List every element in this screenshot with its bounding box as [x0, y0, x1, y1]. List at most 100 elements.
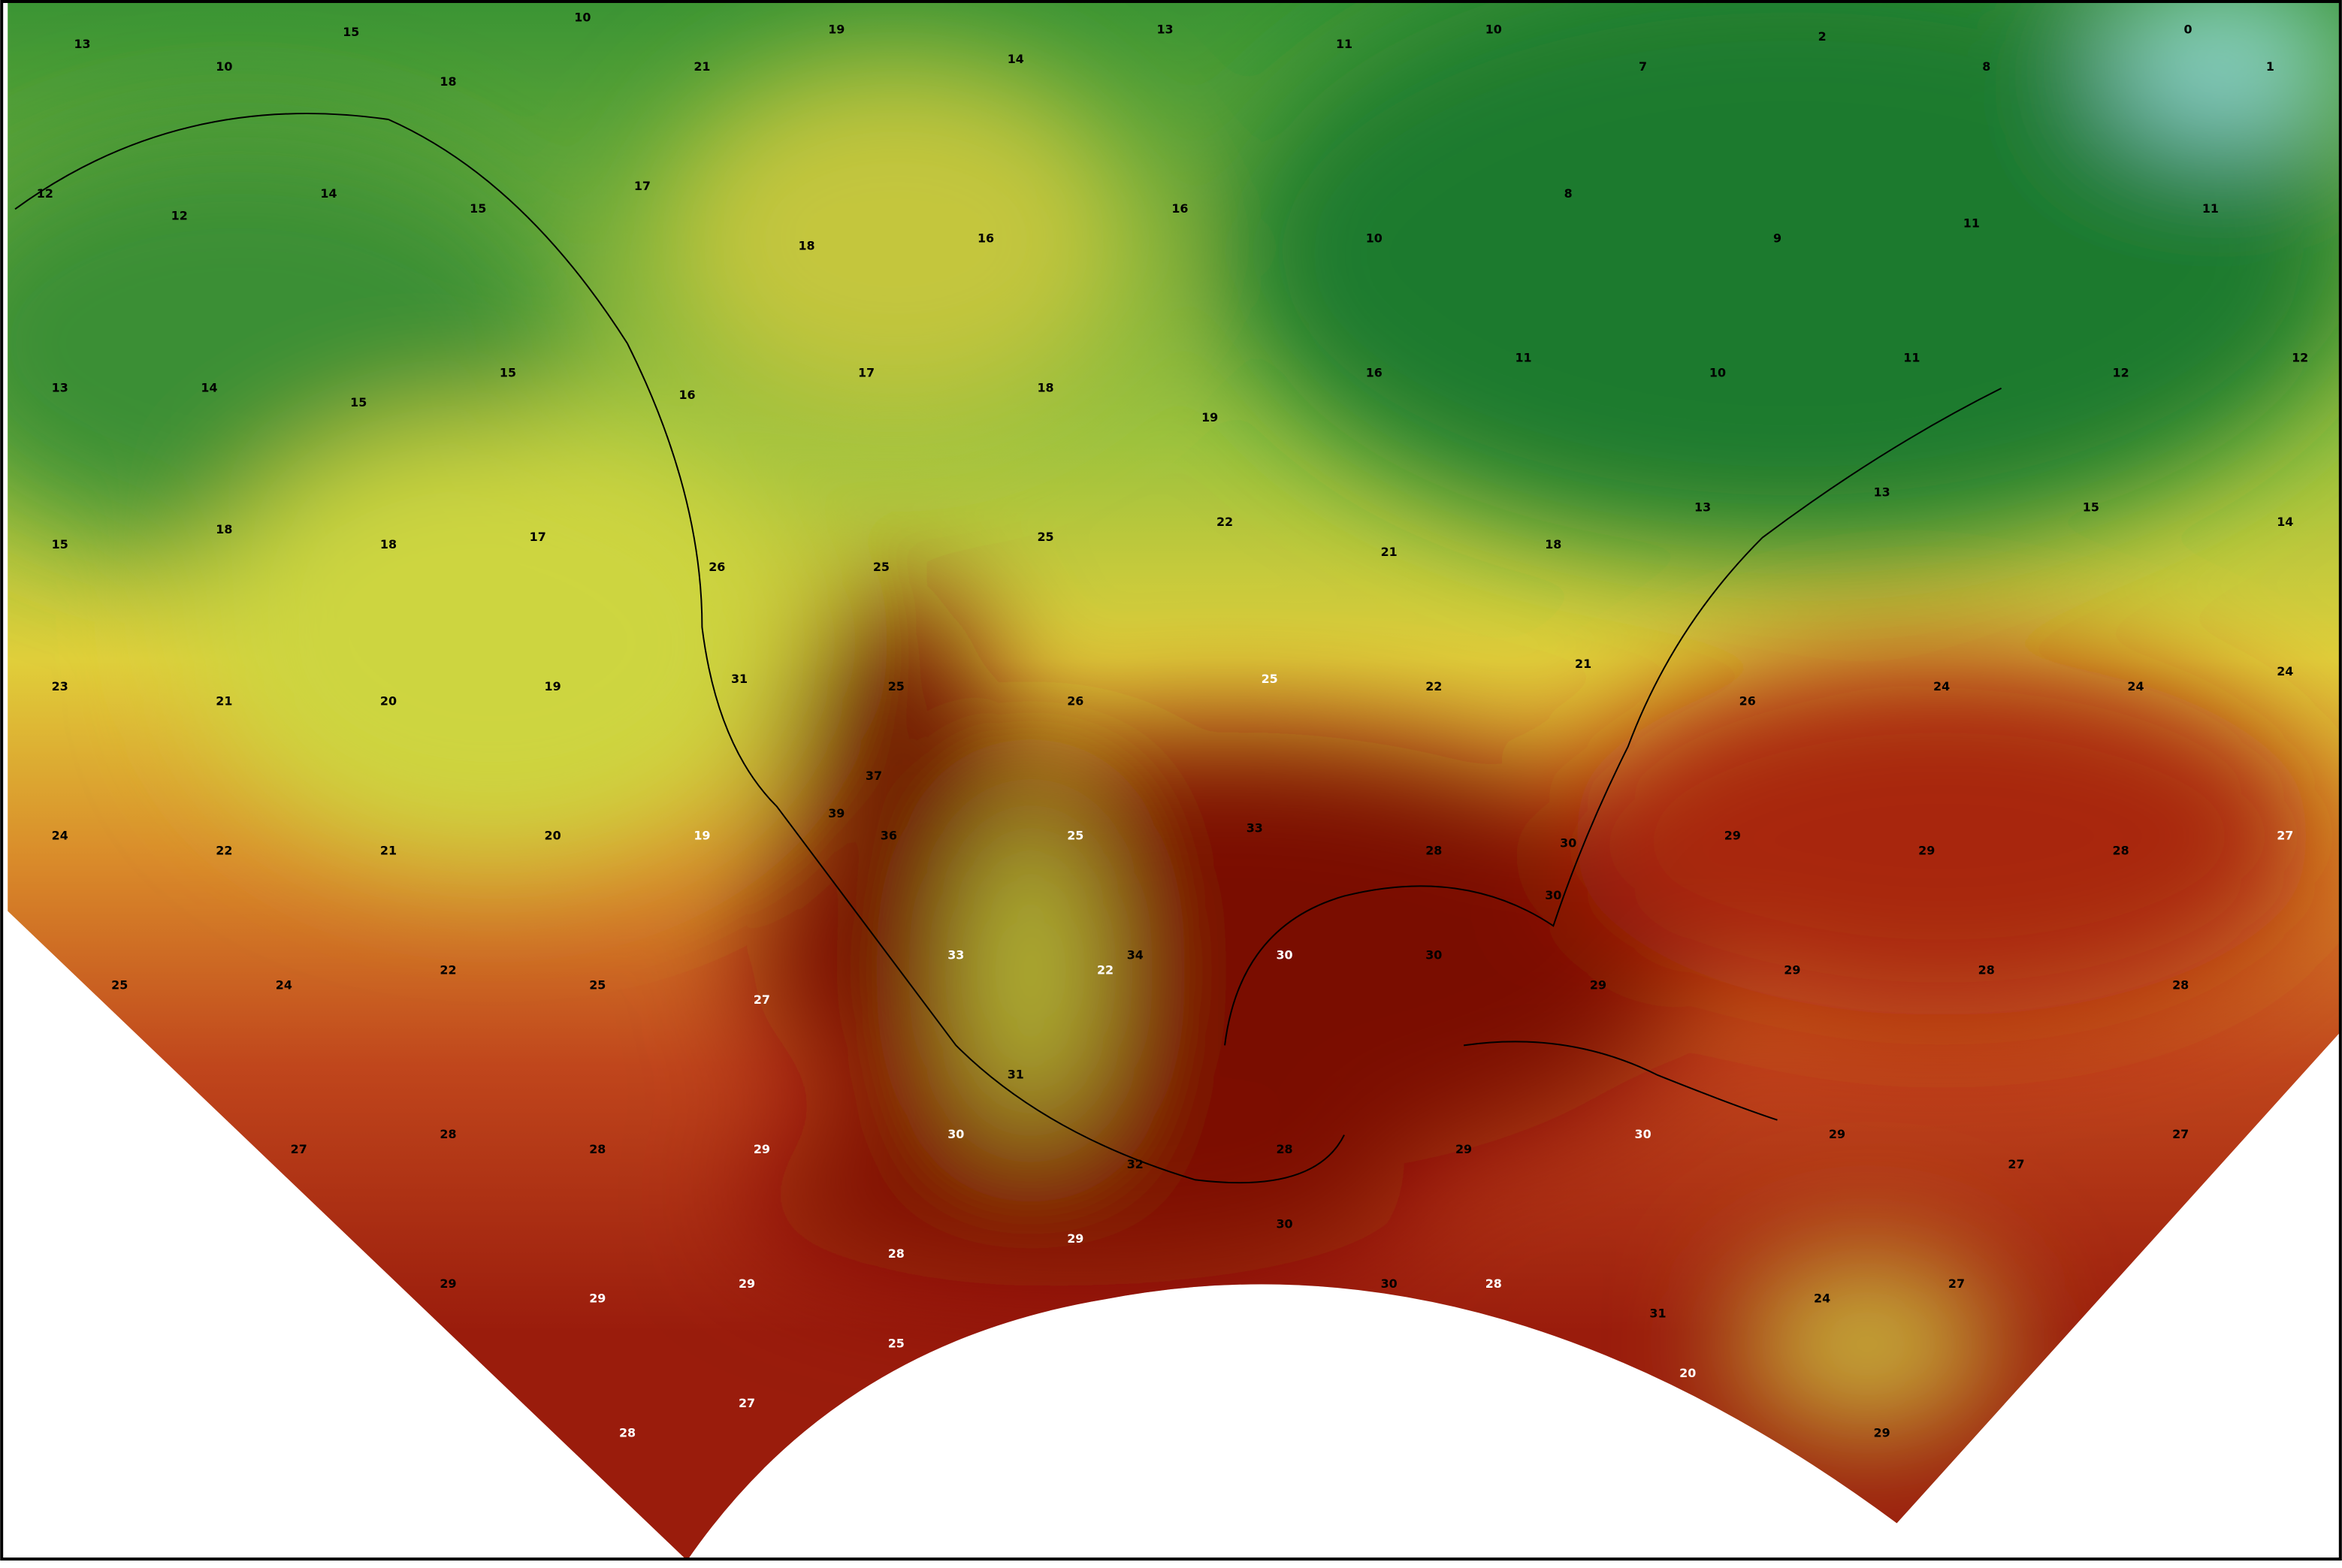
temperature-label: 28 — [2113, 843, 2129, 857]
temperature-label: 17 — [858, 365, 875, 379]
temperature-label: 29 — [1784, 962, 1800, 977]
temperature-label: 29 — [1455, 1142, 1472, 1156]
temperature-label: 29 — [1724, 829, 1741, 843]
temperature-label: 13 — [74, 37, 90, 51]
coastlines — [14, 113, 2002, 1184]
temperature-label: 26 — [709, 560, 725, 574]
temperature-label: 12 — [2113, 365, 2129, 379]
temperature-label: 10 — [1709, 365, 1726, 379]
temperature-label: 24 — [276, 977, 292, 992]
temperature-label: 30 — [947, 1127, 964, 1141]
temperature-label: 15 — [500, 365, 516, 379]
temperature-label: 29 — [589, 1292, 606, 1306]
temperature-label: 25 — [1067, 829, 1083, 843]
temperature-label: 30 — [1276, 1216, 1292, 1231]
temperature-label: 11 — [1336, 37, 1352, 51]
temperature-label: 21 — [216, 694, 232, 708]
temperature-label: 27 — [739, 1396, 755, 1410]
temperature-label: 24 — [1814, 1292, 1830, 1306]
temperature-label: 18 — [1037, 380, 1053, 394]
temperature-label: 25 — [1262, 672, 1278, 686]
temperature-label: 21 — [1381, 545, 1398, 559]
temperature-labels: 1310151810211914131110728011212141517181… — [37, 10, 2308, 1440]
temperature-label: 29 — [1590, 977, 1606, 992]
temperature-label: 27 — [1948, 1276, 1965, 1291]
temperature-label: 16 — [678, 388, 695, 402]
temperature-label: 13 — [1874, 485, 1890, 499]
temperature-label: 19 — [1201, 410, 1218, 424]
temperature-label: 22 — [1216, 515, 1233, 529]
temperature-label: 19 — [694, 829, 710, 843]
temperature-label: 15 — [350, 395, 367, 409]
temperature-label: 9 — [1773, 231, 1781, 246]
temperature-label: 15 — [343, 25, 359, 39]
temperature-label: 16 — [978, 231, 994, 246]
temperature-label: 11 — [1963, 216, 1980, 231]
temperature-label: 27 — [2277, 829, 2293, 843]
temperature-label: 25 — [111, 977, 128, 992]
temperature-label: 10 — [1485, 22, 1502, 36]
temperature-label: 14 — [2277, 515, 2293, 529]
temperature-label: 10 — [1366, 231, 1383, 246]
temperature-label: 30 — [1635, 1127, 1651, 1141]
temperature-label: 0 — [2184, 22, 2192, 36]
temperature-label: 28 — [888, 1246, 905, 1261]
temperature-label: 7 — [1639, 59, 1647, 74]
temperature-label: 19 — [828, 22, 845, 36]
temperature-label: 36 — [881, 829, 897, 843]
temperature-label: 1 — [2266, 59, 2274, 74]
temperature-label: 20 — [380, 694, 397, 708]
temperature-label: 13 — [52, 380, 68, 394]
temperature-label: 20 — [545, 829, 561, 843]
temperature-label: 21 — [380, 843, 397, 857]
temperature-label: 28 — [1978, 962, 1995, 977]
temperature-label: 37 — [866, 769, 882, 783]
temperature-label: 18 — [1545, 537, 1561, 551]
temperature-label: 22 — [1097, 962, 1114, 977]
temperature-label: 39 — [828, 806, 845, 820]
temperature-label: 30 — [1381, 1276, 1398, 1291]
temperature-label: 14 — [1008, 52, 1024, 66]
temperature-label: 15 — [52, 537, 68, 551]
temperature-label: 15 — [470, 201, 486, 216]
temperature-label: 31 — [1649, 1307, 1666, 1321]
temperature-label: 18 — [216, 522, 232, 536]
temperature-label: 22 — [1425, 679, 1442, 693]
temperature-label: 27 — [754, 992, 770, 1007]
temperature-label: 28 — [589, 1142, 606, 1156]
temperature-label: 28 — [2172, 977, 2189, 992]
temperature-label: 13 — [1694, 500, 1711, 514]
temperature-label: 26 — [1739, 694, 1756, 708]
temperature-label: 28 — [1485, 1276, 1502, 1291]
temperature-label: 29 — [440, 1276, 456, 1291]
temperature-label: 33 — [947, 948, 964, 962]
temperature-label: 31 — [1008, 1068, 1024, 1082]
temperature-label: 33 — [1247, 821, 1263, 835]
temperature-label: 10 — [216, 59, 232, 74]
temperature-label: 27 — [291, 1142, 307, 1156]
temperature-label: 21 — [694, 59, 710, 74]
temperature-label: 25 — [888, 1336, 905, 1350]
temperature-label: 14 — [201, 380, 217, 394]
temperature-label: 17 — [530, 530, 546, 544]
temperature-label: 24 — [1933, 679, 1950, 693]
temperature-label: 18 — [440, 74, 456, 89]
temperature-label: 25 — [1037, 530, 1053, 544]
temperature-label: 18 — [798, 238, 814, 252]
temperature-label: 28 — [1276, 1142, 1292, 1156]
temperature-label: 25 — [873, 560, 890, 574]
temperature-label: 15 — [2083, 500, 2099, 514]
temperature-label: 12 — [171, 209, 188, 223]
temperature-label: 26 — [1067, 694, 1083, 708]
temperature-label: 29 — [1829, 1127, 1845, 1141]
temperature-label: 12 — [2292, 351, 2308, 365]
temperature-label: 28 — [619, 1426, 636, 1440]
temperature-label: 12 — [37, 186, 53, 201]
temperature-label: 30 — [1560, 836, 1576, 850]
temperature-label: 25 — [888, 679, 905, 693]
temperature-label: 2 — [1818, 29, 1827, 44]
temperature-label: 27 — [2172, 1127, 2189, 1141]
temperature-label: 8 — [1564, 186, 1573, 201]
temperature-label: 29 — [1067, 1231, 1083, 1246]
temperature-label: 22 — [216, 843, 232, 857]
